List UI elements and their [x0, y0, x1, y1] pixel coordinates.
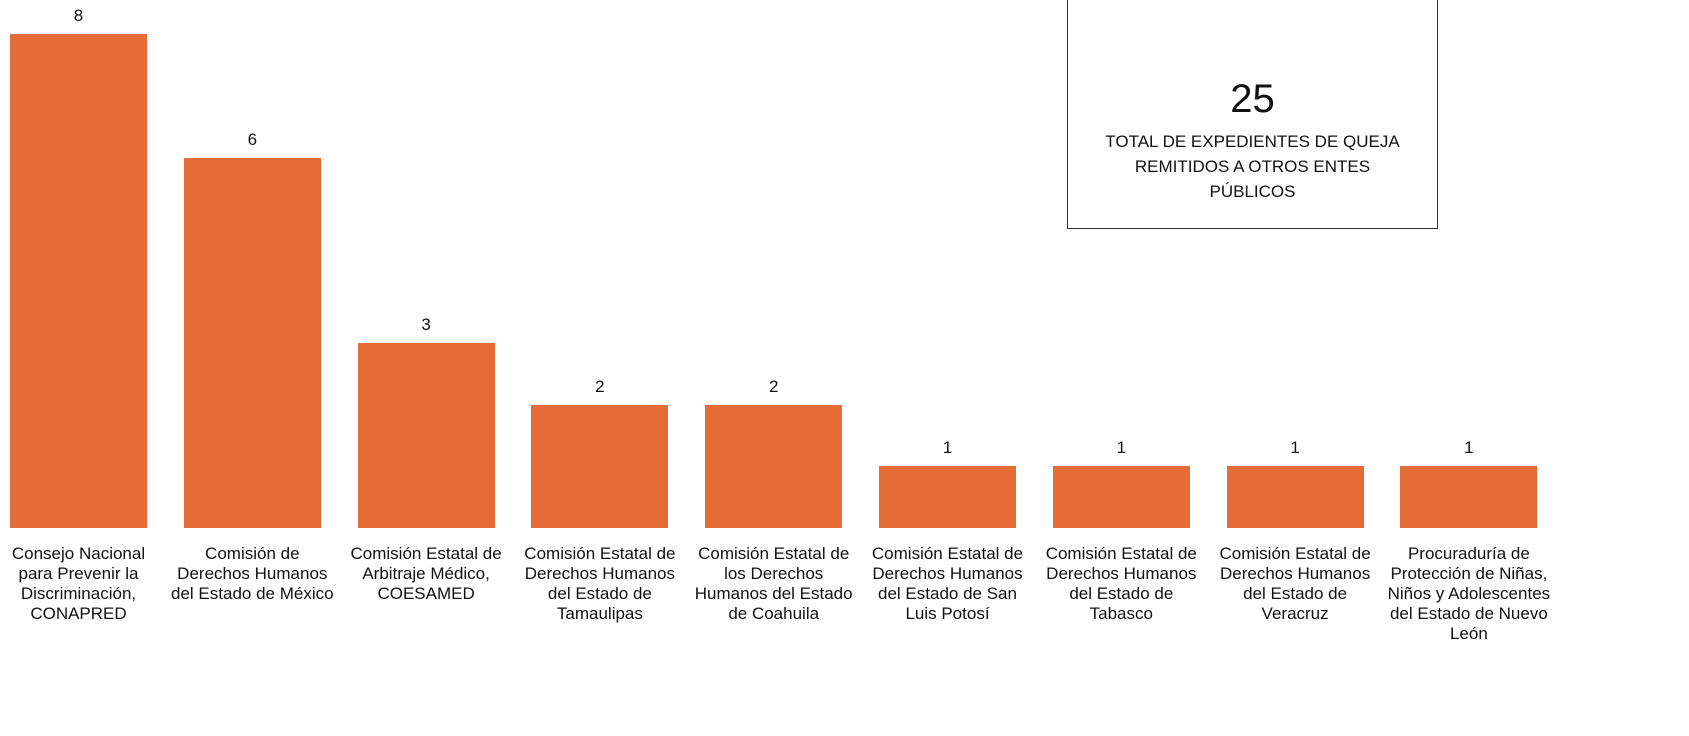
value-label: 1: [1116, 438, 1127, 458]
value-label: 2: [768, 376, 779, 396]
x-tick-label: Procuraduría de Protección de Niñas, Niñ…: [1387, 544, 1551, 643]
x-tick-label: Comisión de Derechos Humanos del Estado …: [171, 544, 334, 603]
bar: [879, 466, 1016, 528]
x-tick-label: Comisión Estatal de Derechos Humanos del…: [524, 544, 676, 623]
total-box: 25 TOTAL DE EXPEDIENTES DE QUEJA REMITID…: [1067, 0, 1438, 229]
bar: [705, 404, 843, 528]
bar: [183, 157, 321, 528]
x-tick-label: Consejo Nacional para Prevenir la Discri…: [11, 544, 146, 623]
bar: [357, 342, 495, 528]
value-label: 1: [1464, 438, 1474, 458]
x-tick-label: Comisión Estatal de Derechos Humanos del…: [1219, 544, 1371, 623]
total-text: TOTAL DE EXPEDIENTES DE QUEJA REMITIDOS …: [1105, 132, 1400, 201]
bar: [531, 404, 669, 528]
x-tick-label: Comisión Estatal de los Derechos Humanos…: [694, 544, 853, 623]
total-value: 25: [1230, 77, 1275, 121]
value-label: 1: [942, 438, 953, 458]
bar: [1052, 466, 1190, 528]
value-label: 3: [421, 314, 431, 334]
value-label: 2: [595, 376, 605, 396]
x-tick-label: Comisión Estatal de Derechos Humanos del…: [1045, 544, 1197, 623]
x-tick-label: Comisión Estatal de Derechos Humanos del…: [871, 544, 1024, 623]
bar: [1226, 466, 1364, 528]
bar: [10, 34, 147, 528]
value-label: 6: [247, 129, 258, 149]
x-tick-label: Comisión Estatal de Arbitraje Médico, CO…: [350, 544, 502, 603]
bar: [1400, 466, 1538, 528]
value-label: 1: [1290, 438, 1300, 458]
value-label: 8: [73, 6, 84, 25]
